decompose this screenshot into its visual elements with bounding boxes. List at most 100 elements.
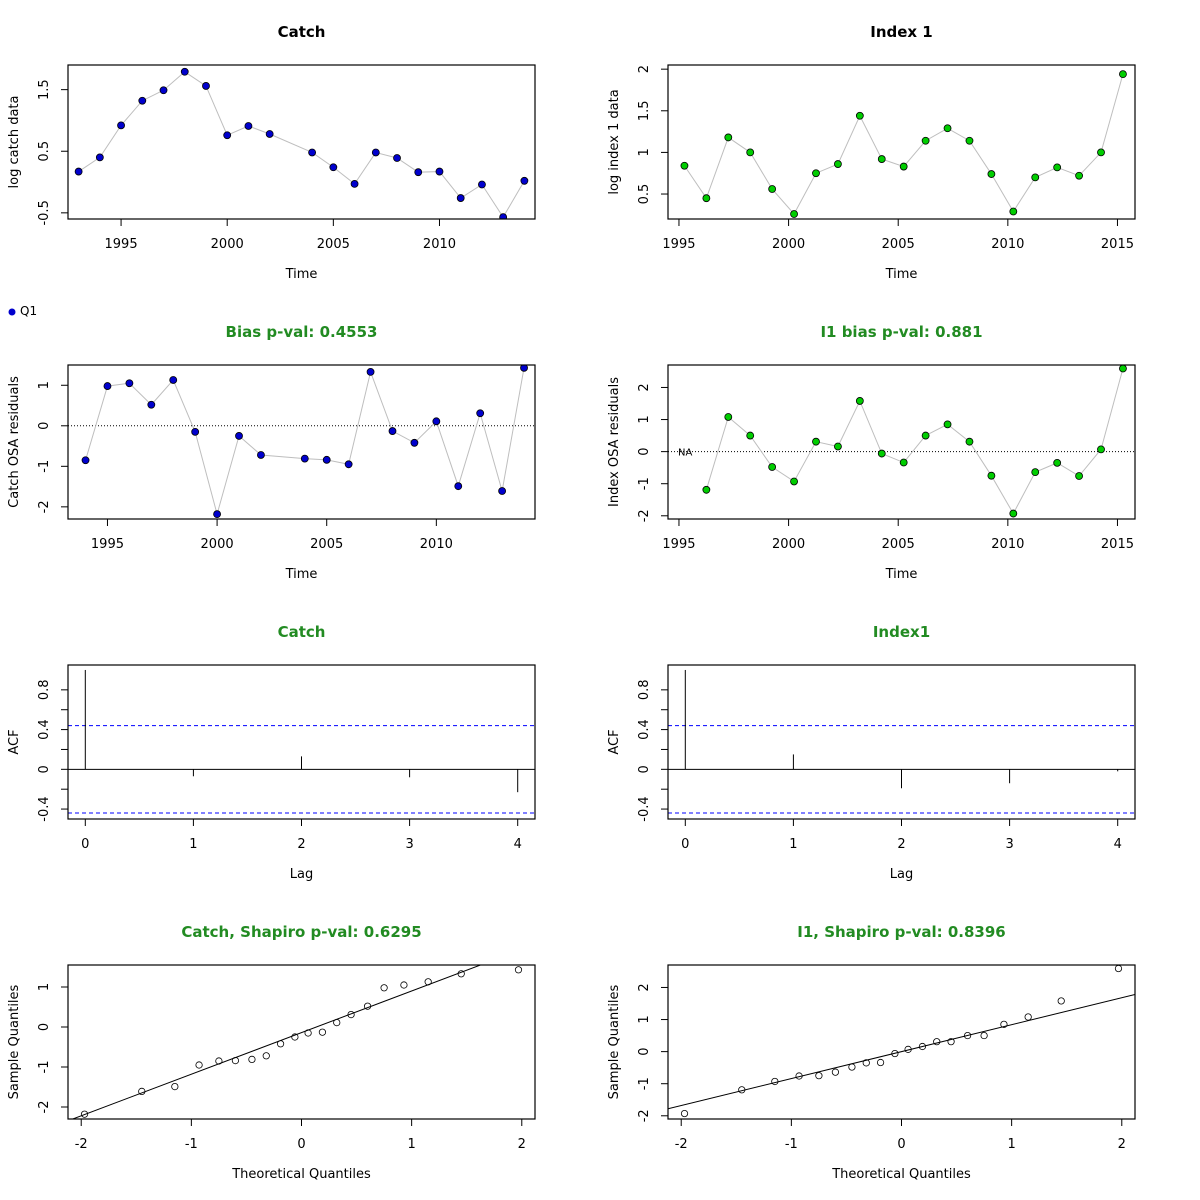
x-tick-label: 1 [789, 837, 797, 852]
data-point [747, 149, 754, 156]
data-point [966, 137, 973, 144]
chart-title: Catch, Shapiro p-val: 0.6295 [181, 923, 421, 941]
qq-point [263, 1053, 269, 1059]
x-tick-label: 4 [1114, 837, 1122, 852]
x-tick-label: 0 [681, 837, 689, 852]
x-tick-label: 1995 [662, 537, 695, 552]
qq-point [458, 971, 464, 977]
na-label: NA [678, 448, 692, 459]
x-tick-label: 1995 [105, 237, 138, 252]
x-axis-label: Theoretical Quantiles [231, 1167, 371, 1182]
data-point [1010, 208, 1017, 215]
chart-title: Catch [278, 23, 326, 41]
qq-point [981, 1032, 987, 1038]
x-tick-label: 2000 [201, 537, 234, 552]
x-tick-label: 2015 [1101, 537, 1134, 552]
series-line [684, 74, 1122, 214]
qq-point [139, 1088, 145, 1094]
x-tick-label: 1 [1008, 1137, 1016, 1152]
y-tick-label: 2 [637, 383, 652, 391]
x-tick-label: -2 [75, 1137, 88, 1152]
x-tick-label: 2000 [772, 237, 805, 252]
y-tick-label: 0 [37, 422, 52, 430]
y-tick-label: 1 [37, 983, 52, 991]
x-tick-label: 2005 [882, 237, 915, 252]
x-tick-label: 2010 [991, 237, 1024, 252]
data-point [1032, 469, 1039, 476]
qq-point [232, 1057, 238, 1063]
x-tick-label: -2 [675, 1137, 688, 1152]
y-axis-label: ACF [607, 729, 622, 754]
data-point [499, 488, 506, 495]
y-tick-label: -2 [637, 509, 652, 522]
data-point [411, 439, 418, 446]
data-point [922, 432, 929, 439]
data-point [812, 438, 819, 445]
data-point [703, 486, 710, 493]
qq-point [877, 1059, 883, 1065]
data-point [436, 168, 443, 175]
data-point [478, 181, 485, 188]
data-point [1054, 459, 1061, 466]
data-point [1098, 446, 1105, 453]
data-point [725, 413, 732, 420]
plot-frame [68, 365, 535, 519]
qq-reference-line [668, 994, 1135, 1108]
plot-frame [68, 965, 535, 1119]
qq-point [172, 1083, 178, 1089]
x-tick-label: 1 [189, 837, 197, 852]
plot-area [668, 965, 1135, 1116]
plot-area [75, 68, 528, 220]
y-tick-label: -1 [37, 460, 52, 473]
y-tick-label: 0 [637, 1047, 652, 1055]
plot-area [668, 670, 1135, 813]
y-tick-label: -2 [37, 500, 52, 513]
plot-area [68, 944, 535, 1120]
y-tick-label: 0.5 [37, 141, 52, 162]
data-point [351, 180, 358, 187]
y-tick-label: 0.5 [637, 184, 652, 205]
data-point [944, 421, 951, 428]
data-point [323, 456, 330, 463]
x-tick-label: 0 [297, 1137, 305, 1152]
y-tick-label: 0.8 [637, 679, 652, 700]
data-point [856, 112, 863, 119]
plot-frame [668, 365, 1135, 519]
data-point [118, 122, 125, 129]
x-tick-label: 2005 [882, 537, 915, 552]
x-tick-label: 3 [405, 837, 413, 852]
y-axis-label: Catch OSA residuals [7, 376, 22, 508]
data-point [856, 397, 863, 404]
data-point [878, 156, 885, 163]
data-point [769, 464, 776, 471]
y-tick-label: -1 [637, 1077, 652, 1090]
qq-point [1025, 1014, 1031, 1020]
data-point [170, 376, 177, 383]
data-point [703, 195, 710, 202]
data-point [214, 511, 221, 518]
qq-point [334, 1019, 340, 1025]
x-tick-label: 2005 [310, 537, 343, 552]
y-tick-label: 0.8 [37, 679, 52, 700]
y-tick-label: 1 [37, 381, 52, 389]
data-point [457, 195, 464, 202]
data-point [900, 459, 907, 466]
data-point [725, 134, 732, 141]
qq-point [305, 1030, 311, 1036]
data-point [394, 155, 401, 162]
y-tick-label: -2 [637, 1109, 652, 1122]
qq-point [401, 982, 407, 988]
y-tick-label: -1 [37, 1061, 52, 1074]
y-tick-label: 0 [37, 1023, 52, 1031]
data-point [181, 68, 188, 75]
x-tick-label: 1 [408, 1137, 416, 1152]
data-point [224, 132, 231, 139]
y-tick-label: 0 [637, 765, 652, 773]
plot-area [68, 364, 535, 517]
chart-panel-7: Catch, Shapiro p-val: 0.6295 Theoretical … [7, 923, 535, 1182]
y-axis-label: log index 1 data [607, 89, 622, 194]
y-tick-label: 1.5 [637, 100, 652, 121]
x-axis-label: Time [285, 567, 318, 582]
x-tick-label: 2010 [420, 537, 453, 552]
data-point [309, 149, 316, 156]
